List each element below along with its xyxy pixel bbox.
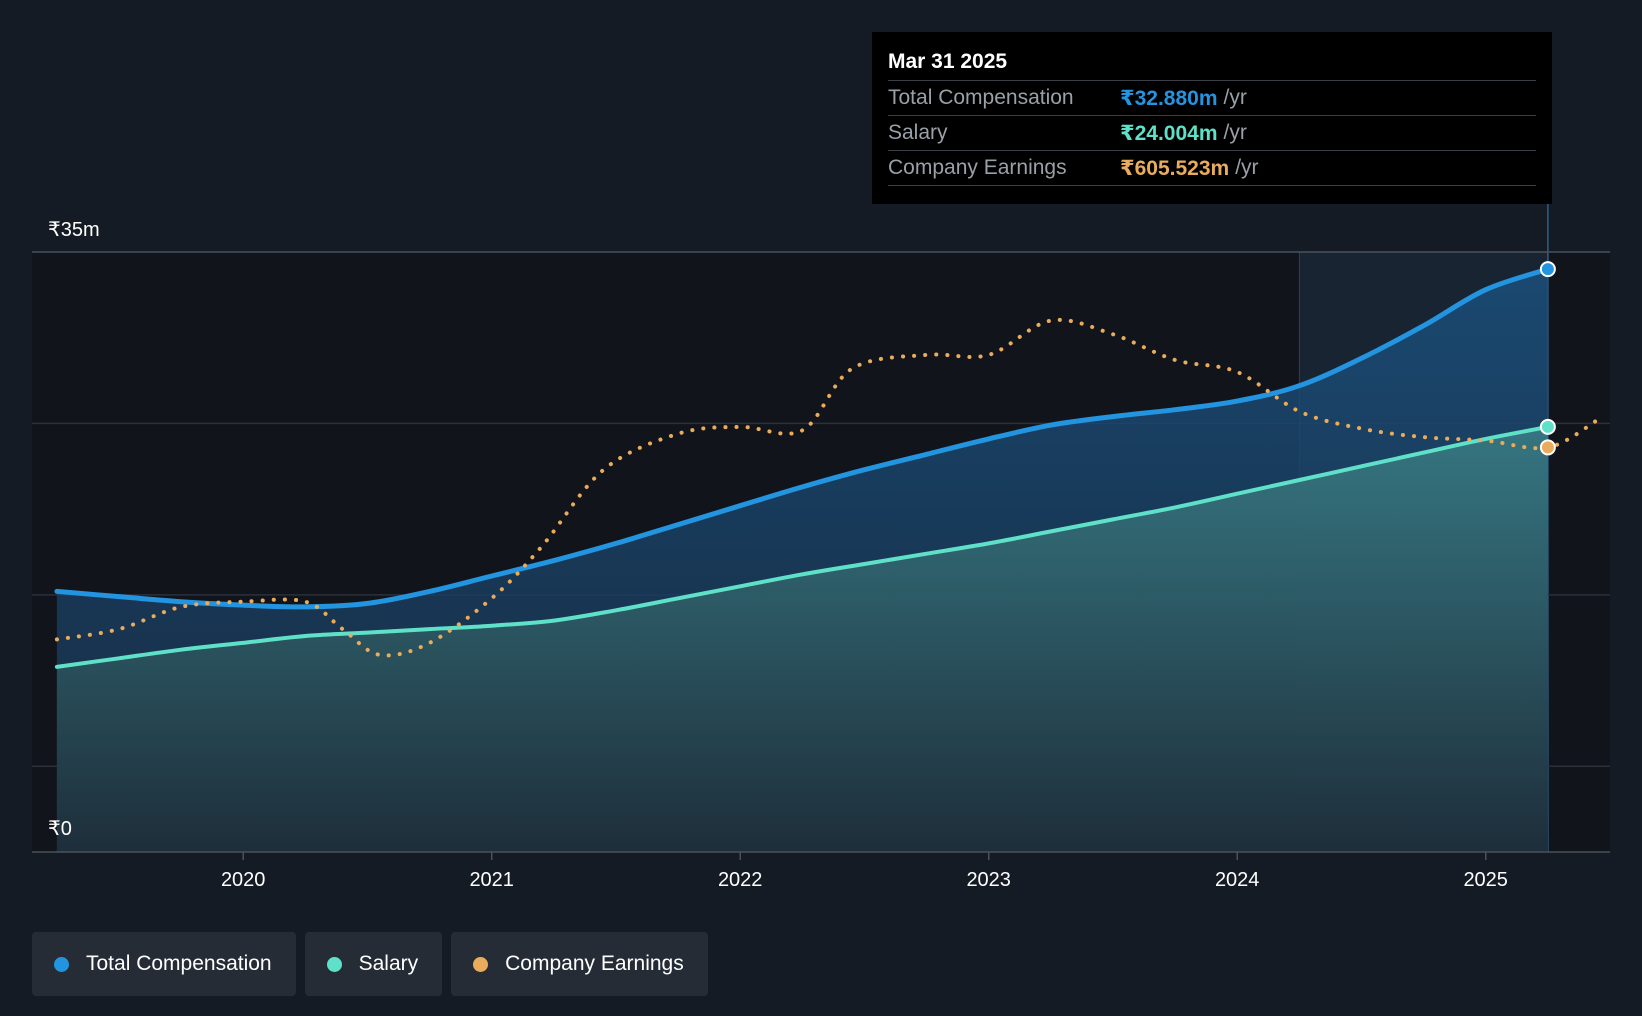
tooltip-value: ₹32.880m: [1120, 86, 1218, 110]
company-earnings-line: [54, 317, 1600, 658]
total-compensation-line: [54, 266, 1551, 610]
x-tick-label-2025: 2025: [1463, 869, 1508, 891]
tooltip-row-total-compensation: Total Compensation ₹32.880m /yr: [888, 80, 1536, 115]
chart-legend: Total Compensation Salary Company Earnin…: [32, 932, 708, 996]
y-tick-label-min: ₹0: [48, 818, 72, 840]
legend-dot-icon: [473, 956, 489, 972]
hover-tooltip: Mar 31 2025 Total Compensation ₹32.880m …: [872, 32, 1552, 204]
legend-dot-icon: [326, 956, 342, 972]
salary-line: [54, 424, 1550, 669]
legend-label: Total Compensation: [86, 952, 272, 975]
y-tick-label-max: ₹35m: [48, 219, 100, 241]
tooltip-value: ₹605.523m: [1120, 156, 1230, 180]
tooltip-row-company-earnings: Company Earnings ₹605.523m /yr: [888, 150, 1536, 186]
tooltip-unit: /yr: [1223, 121, 1247, 144]
tooltip-value: ₹24.004m: [1120, 121, 1218, 145]
tooltip-label: Total Compensation: [888, 86, 1074, 109]
legend-toggle-company-earnings[interactable]: Company Earnings: [451, 932, 708, 996]
legend-dot-icon: [54, 956, 69, 972]
x-tick-label-2023: 2023: [966, 869, 1011, 891]
tooltip-unit: /yr: [1235, 156, 1259, 179]
tooltip-date: Mar 31 2025: [888, 50, 1008, 73]
tooltip-unit: /yr: [1223, 86, 1247, 109]
x-tick-label-2020: 2020: [221, 869, 266, 891]
tooltip-row-salary: Salary ₹24.004m /yr: [888, 115, 1536, 150]
x-tick-label-2021: 2021: [469, 869, 514, 891]
total-compensation-marker: [1539, 261, 1556, 278]
legend-label: Salary: [358, 952, 419, 975]
legend-toggle-salary[interactable]: Salary: [304, 932, 443, 996]
salary-marker: [1539, 418, 1556, 435]
legend-label: Company Earnings: [505, 952, 684, 975]
tooltip-label: Company Earnings: [888, 156, 1067, 179]
legend-toggle-total-compensation[interactable]: Total Compensation: [32, 932, 296, 996]
tooltip-label: Salary: [888, 121, 948, 144]
x-tick-label-2022: 2022: [718, 869, 763, 891]
company-earnings-marker: [1539, 439, 1556, 456]
x-tick-label-2024: 2024: [1215, 869, 1260, 891]
salary-area: [56, 426, 1548, 852]
